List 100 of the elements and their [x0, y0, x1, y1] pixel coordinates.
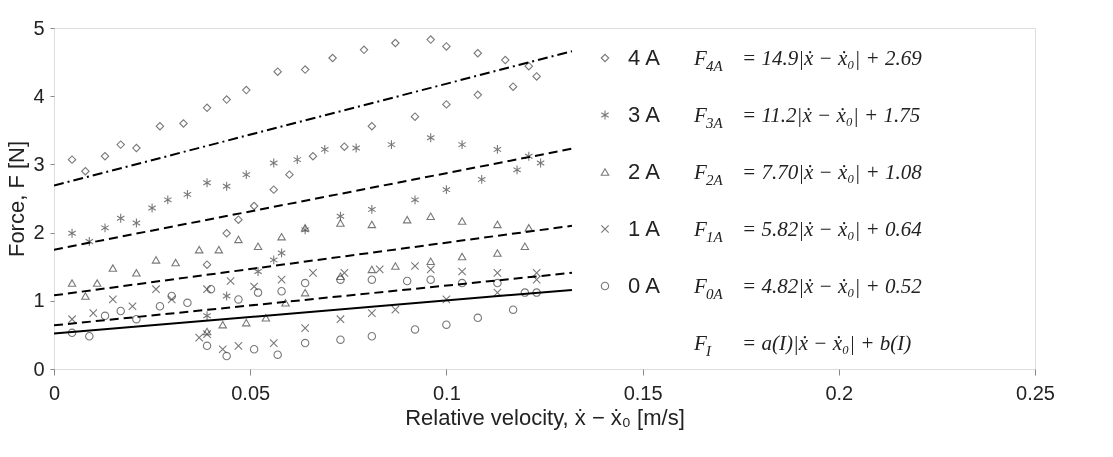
point	[202, 177, 212, 188]
point	[155, 121, 165, 131]
point	[202, 310, 212, 321]
point	[253, 266, 263, 277]
point	[277, 248, 286, 259]
point	[234, 235, 243, 244]
point	[206, 284, 216, 294]
point	[336, 219, 345, 227]
point	[426, 35, 435, 44]
point	[351, 143, 361, 154]
x-axis-title: Relative velocity, ẋ − ẋ₀ [m/s]	[405, 404, 685, 430]
point	[340, 268, 349, 278]
point	[457, 278, 467, 288]
point	[81, 292, 90, 300]
point	[132, 143, 141, 153]
y-tick-label: 4	[33, 84, 45, 107]
point	[493, 268, 502, 278]
point	[457, 252, 467, 261]
point	[202, 284, 212, 294]
point	[367, 308, 377, 318]
point	[442, 320, 451, 329]
point	[108, 295, 118, 304]
point	[524, 151, 534, 162]
point	[320, 144, 330, 155]
point	[520, 242, 530, 250]
legend-label: 3 A	[628, 102, 661, 127]
point	[410, 261, 420, 271]
point	[281, 299, 290, 307]
point	[273, 67, 282, 76]
point	[300, 65, 310, 74]
point	[300, 278, 310, 288]
point	[67, 228, 77, 239]
point	[183, 189, 192, 200]
point	[171, 258, 180, 267]
point	[202, 341, 212, 351]
point	[457, 217, 467, 225]
legend-label: 1 A	[628, 216, 661, 241]
point	[163, 194, 173, 205]
point	[300, 323, 310, 333]
point	[367, 121, 377, 131]
point	[493, 220, 502, 229]
point	[426, 275, 435, 284]
point	[473, 48, 483, 58]
point	[92, 279, 102, 287]
point	[367, 265, 377, 274]
point	[477, 174, 486, 185]
point	[336, 335, 345, 344]
point	[426, 212, 435, 220]
point	[253, 288, 263, 297]
point	[277, 287, 286, 296]
point	[108, 264, 118, 272]
point	[391, 262, 400, 270]
point	[128, 302, 137, 311]
point	[116, 213, 125, 224]
point	[457, 267, 467, 276]
point	[242, 85, 251, 95]
point	[277, 232, 286, 241]
point	[202, 103, 212, 113]
point	[234, 295, 243, 304]
point	[222, 229, 231, 238]
point	[269, 158, 278, 169]
point	[336, 314, 345, 324]
y-tick-label: 5	[33, 16, 45, 39]
point	[442, 184, 451, 195]
point	[375, 265, 384, 274]
point	[218, 320, 227, 329]
x-tick-label: 0.15	[623, 381, 663, 404]
point	[493, 288, 502, 297]
point	[116, 140, 125, 149]
point	[336, 272, 345, 281]
point	[277, 275, 286, 284]
point	[457, 139, 467, 150]
point	[234, 215, 243, 224]
point	[269, 254, 278, 265]
point	[88, 308, 98, 318]
y-tick-label: 0	[33, 357, 45, 380]
point	[536, 158, 545, 169]
point	[532, 275, 541, 284]
point	[183, 298, 192, 308]
point	[242, 318, 251, 327]
point	[524, 224, 534, 232]
point	[442, 42, 451, 51]
point	[100, 151, 110, 161]
point	[493, 278, 502, 288]
y-tick-label: 1	[33, 289, 45, 312]
legend-label: 0 A	[628, 273, 661, 298]
point	[253, 242, 263, 250]
point	[269, 185, 278, 194]
point	[67, 328, 77, 338]
point	[222, 181, 231, 192]
point	[222, 291, 231, 302]
point	[67, 314, 77, 324]
point	[151, 284, 161, 294]
point	[249, 282, 259, 291]
point	[226, 276, 235, 286]
point	[300, 288, 310, 297]
point	[167, 291, 176, 301]
point	[367, 332, 377, 341]
point	[261, 314, 271, 322]
point	[520, 288, 530, 297]
